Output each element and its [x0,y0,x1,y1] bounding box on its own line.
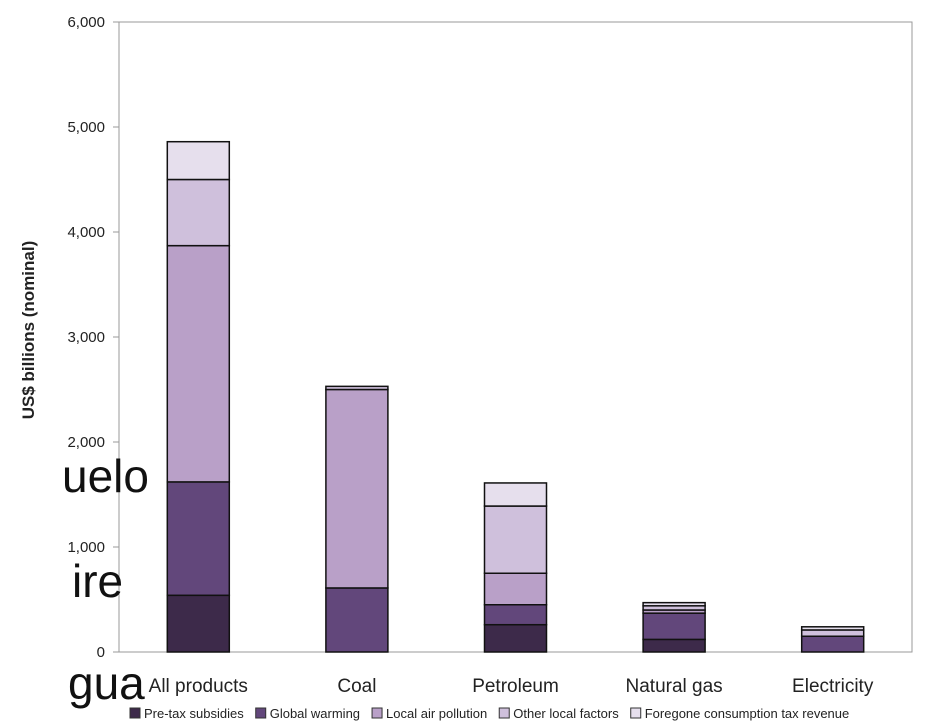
overlay-word-3: gua [68,657,145,709]
x-tick-label: Coal [337,676,376,697]
bar-segment [166,244,231,483]
legend-swatch [630,707,642,719]
bar-segment [325,385,389,391]
y-tick-label: 6,000 [67,14,105,31]
legend-label: Local air pollution [386,706,487,721]
bar-segment [483,623,548,653]
bar-segment [642,612,706,641]
x-tick-label: All products [149,676,248,697]
y-tick-label: 3,000 [67,329,105,346]
bar-segment [166,594,231,653]
bar-segment [800,629,865,638]
bar-segment [166,481,231,597]
x-axis: All products Coal Petroleum Natural gas Elec… [149,676,874,697]
x-tick-label: Natural gas [626,676,723,697]
bar-segment [325,587,389,653]
bar-segment [166,178,231,247]
bar-segment [642,638,706,653]
legend-label: Other local factors [513,706,619,721]
bar-segment [483,572,548,606]
y-tick-label: 5,000 [67,119,105,136]
legend-swatch [129,707,141,719]
y-tick-label: 0 [97,644,105,661]
legend-label: Foregone consumption tax revenue [645,706,850,721]
y-axis-label: US$ billions (nominal) [19,241,38,420]
bars [166,140,865,653]
y-tick-label: 1,000 [67,539,105,556]
legend-swatch [498,707,510,719]
legend-swatch [255,707,267,719]
bar-segment [483,505,548,574]
legend-swatch [371,707,383,719]
bar-segment [166,140,231,181]
legend: Pre-tax subsidies Global warming Local air… [129,706,850,721]
legend-label: Global warming [270,706,360,721]
legend-label: Pre-tax subsidies [144,706,244,721]
bar-segment [800,626,865,631]
x-tick-label: Petroleum [472,676,559,697]
bar-segment [642,601,706,607]
overlay-word-2: ire [72,555,124,607]
bar-segment [483,604,548,626]
y-tick-label: 2,000 [67,434,105,451]
overlay-word-1: uelo [62,450,149,502]
bar-segment [483,482,548,507]
bar-segment [800,635,865,653]
bar-segment [325,388,389,589]
y-tick-label: 4,000 [67,224,105,241]
x-tick-label: Electricity [792,676,874,697]
